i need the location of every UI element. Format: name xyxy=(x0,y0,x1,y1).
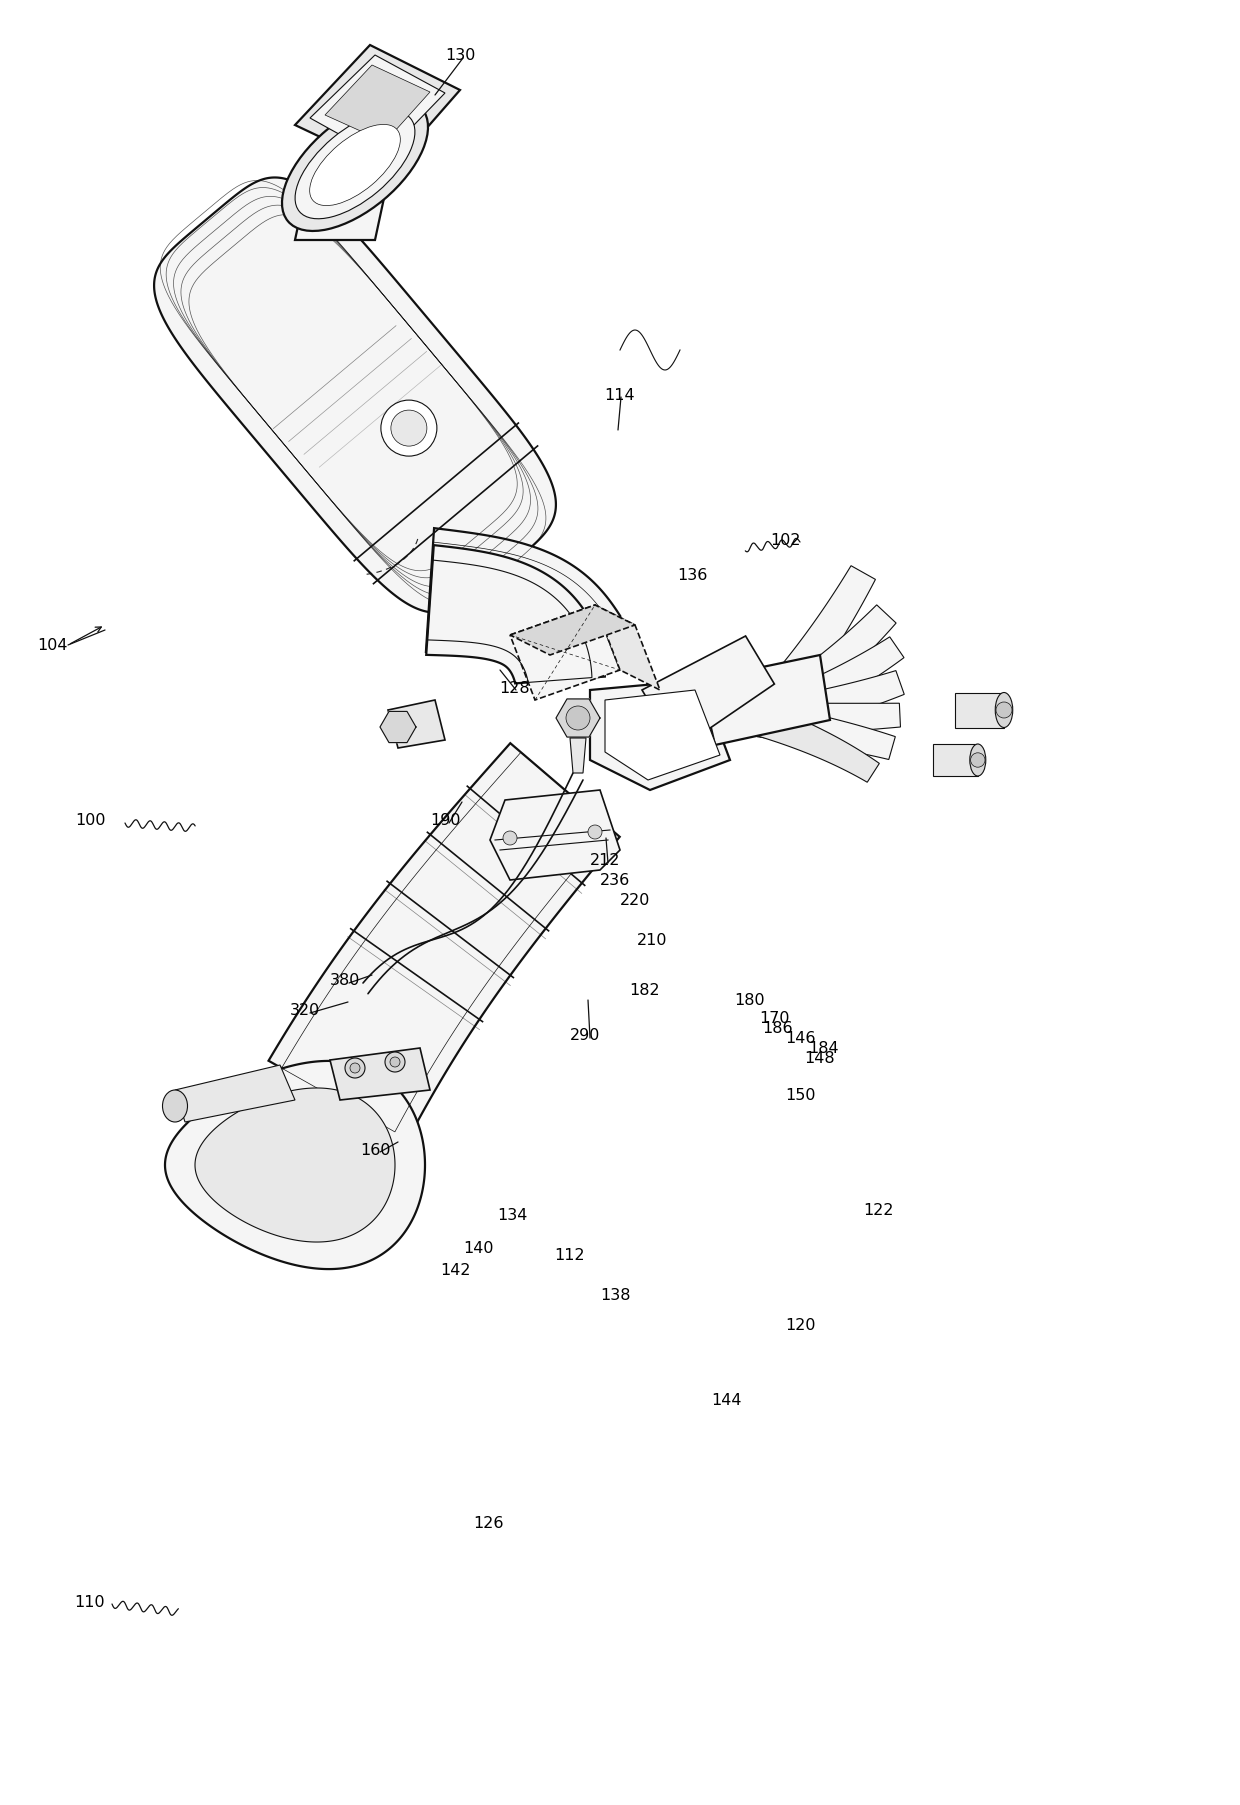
Text: 150: 150 xyxy=(785,1087,815,1103)
Polygon shape xyxy=(755,704,879,782)
Polygon shape xyxy=(510,605,635,655)
Polygon shape xyxy=(379,711,415,742)
Polygon shape xyxy=(753,637,904,736)
Polygon shape xyxy=(195,1088,396,1242)
Circle shape xyxy=(391,410,427,446)
Circle shape xyxy=(996,702,1012,718)
Ellipse shape xyxy=(295,112,415,218)
Polygon shape xyxy=(295,45,460,170)
Polygon shape xyxy=(955,693,1004,727)
Circle shape xyxy=(971,753,985,767)
Polygon shape xyxy=(165,1061,425,1269)
Polygon shape xyxy=(701,655,830,745)
Text: 170: 170 xyxy=(759,1011,789,1025)
Text: 182: 182 xyxy=(630,982,661,998)
Text: 186: 186 xyxy=(763,1020,794,1036)
Ellipse shape xyxy=(310,125,401,206)
Polygon shape xyxy=(642,635,775,751)
Polygon shape xyxy=(570,738,587,773)
Text: 380: 380 xyxy=(330,973,360,987)
Circle shape xyxy=(384,1052,405,1072)
Text: 142: 142 xyxy=(440,1262,470,1278)
Polygon shape xyxy=(595,605,660,690)
Polygon shape xyxy=(745,565,875,733)
Text: 100: 100 xyxy=(74,812,105,827)
Polygon shape xyxy=(605,690,720,780)
Polygon shape xyxy=(310,54,445,159)
Text: 112: 112 xyxy=(554,1247,585,1262)
Polygon shape xyxy=(556,699,600,736)
Circle shape xyxy=(381,401,436,457)
Text: 120: 120 xyxy=(785,1318,815,1332)
Circle shape xyxy=(345,1058,365,1078)
Text: 102: 102 xyxy=(770,532,800,547)
Text: 126: 126 xyxy=(472,1516,503,1531)
Polygon shape xyxy=(154,177,556,612)
Text: 220: 220 xyxy=(620,892,650,908)
Circle shape xyxy=(565,706,590,729)
Polygon shape xyxy=(269,744,620,1139)
Text: 184: 184 xyxy=(808,1040,839,1056)
Text: 134: 134 xyxy=(497,1208,527,1222)
Text: 114: 114 xyxy=(605,388,635,403)
Text: 180: 180 xyxy=(734,993,765,1007)
Polygon shape xyxy=(175,1065,295,1123)
Text: 130: 130 xyxy=(445,47,475,63)
Text: 210: 210 xyxy=(637,933,667,948)
Polygon shape xyxy=(490,791,620,881)
Text: 122: 122 xyxy=(863,1202,893,1218)
Polygon shape xyxy=(325,65,430,143)
Text: 136: 136 xyxy=(677,567,707,583)
Text: 140: 140 xyxy=(463,1240,494,1256)
Polygon shape xyxy=(510,605,620,700)
Polygon shape xyxy=(760,702,900,736)
Circle shape xyxy=(391,1058,401,1067)
Ellipse shape xyxy=(281,99,428,231)
Text: 190: 190 xyxy=(430,812,460,827)
Circle shape xyxy=(588,825,601,839)
Circle shape xyxy=(503,830,517,845)
Polygon shape xyxy=(425,529,620,675)
Ellipse shape xyxy=(970,744,986,776)
Polygon shape xyxy=(932,744,978,776)
Text: 146: 146 xyxy=(785,1031,815,1045)
Polygon shape xyxy=(749,605,897,736)
Polygon shape xyxy=(758,704,895,760)
Polygon shape xyxy=(590,680,730,791)
Text: 160: 160 xyxy=(360,1143,391,1157)
Ellipse shape xyxy=(996,693,1013,727)
Text: 144: 144 xyxy=(711,1392,742,1408)
Text: 110: 110 xyxy=(74,1594,105,1610)
Ellipse shape xyxy=(162,1090,187,1123)
Text: 148: 148 xyxy=(805,1051,836,1065)
Polygon shape xyxy=(756,671,904,738)
Polygon shape xyxy=(295,170,391,240)
Text: 320: 320 xyxy=(290,1002,320,1018)
Text: 290: 290 xyxy=(570,1027,600,1043)
Text: 138: 138 xyxy=(600,1287,630,1303)
Polygon shape xyxy=(330,1049,430,1099)
Text: 104: 104 xyxy=(37,637,67,652)
Polygon shape xyxy=(427,545,605,684)
Text: 236: 236 xyxy=(600,872,630,888)
Circle shape xyxy=(350,1063,360,1072)
Text: 212: 212 xyxy=(590,852,620,868)
Polygon shape xyxy=(388,700,445,747)
Text: 128: 128 xyxy=(500,680,531,695)
